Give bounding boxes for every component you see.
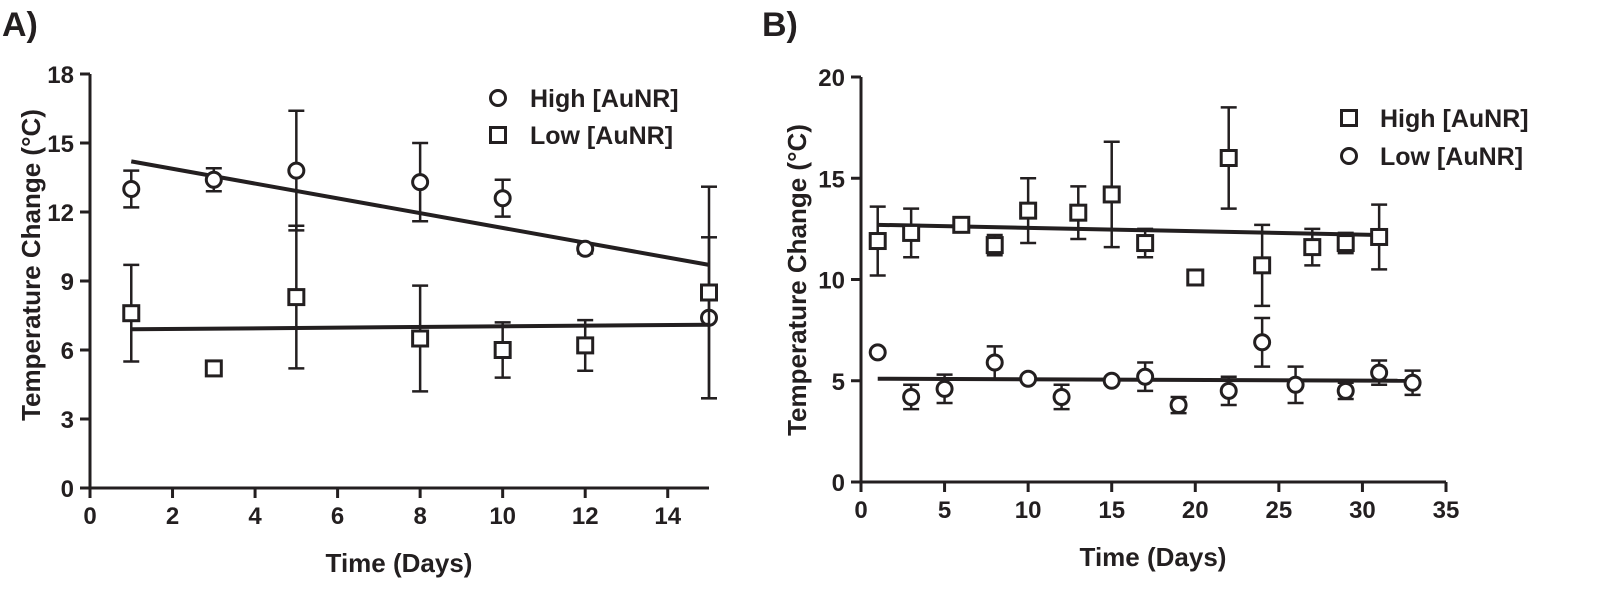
panel-a-legend-high: High [AuNR]: [530, 85, 679, 113]
panel-a-point-low: [493, 341, 512, 359]
panel-b-y-tick-label: 10: [818, 268, 845, 295]
panel-b-point-low: [1219, 381, 1238, 400]
panel-b-x-tick-label: 0: [854, 497, 867, 524]
panel-b-point-high: [952, 215, 971, 234]
panel-a-point-low: [700, 283, 718, 302]
panel-a-point-low: [287, 288, 306, 307]
panel-a-x-tick-label: 12: [572, 503, 599, 530]
panel-b-ticks: 0 5 10 15 20 25 30 35 0 5 10 15 20: [818, 65, 1459, 524]
panel-b-point-high: [1186, 268, 1205, 287]
panel-a-y-tick-label: 6: [61, 338, 74, 365]
panel-b-point-low: [985, 353, 1004, 372]
panel-b-legend-marker-low: [1340, 147, 1358, 165]
panel-b-point-high: [1253, 256, 1272, 275]
panel-a-point-high: [411, 173, 430, 192]
panel-a-point-low: [411, 329, 430, 348]
panel-a-y-tick-label: 15: [47, 131, 74, 158]
panel-b-y-tick-label: 0: [832, 470, 845, 497]
panel-a-y-tick-label: 0: [61, 476, 74, 503]
panel-a-point-low: [122, 304, 141, 323]
panel-b-legend: High [AuNR] Low [AuNR]: [1340, 105, 1529, 171]
panel-a-x-tick-label: 4: [248, 503, 262, 530]
panel-b-y-axis-title: Temperature Change (°C): [782, 124, 812, 436]
panel-a-y-tick-label: 12: [47, 200, 74, 227]
panel-b-point-high: [1069, 203, 1088, 222]
panel-b-point-high: [1102, 185, 1121, 204]
panel-b-point-high: [1136, 234, 1155, 253]
panel-b-point-high: [1303, 238, 1322, 257]
panel-b-x-tick-label: 35: [1433, 497, 1460, 524]
panel-a-x-axis-title: Time (Days): [326, 548, 473, 578]
panel-b: B) 0 5 10 15 20 25 30 35 0 5 10 15 20 Time (Days) Te…: [762, 6, 1529, 572]
panel-b-point-high: [1370, 227, 1389, 246]
panel-a-x-tick-label: 8: [413, 503, 426, 530]
panel-b-y-tick-label: 20: [818, 65, 845, 92]
panel-b-y-tick-label: 15: [818, 166, 845, 193]
panel-b-point-low: [1019, 369, 1038, 388]
panel-b-legend-low: Low [AuNR]: [1380, 143, 1523, 171]
panel-a-legend: High [AuNR] Low [AuNR]: [489, 85, 679, 150]
panel-b-legend-high: High [AuNR]: [1380, 105, 1529, 133]
panel-a: A) 0 2 4 6 8 10 12 14 0 3 6 9 12 15 18 Time (Days) Tem…: [2, 6, 718, 578]
panel-b-x-tick-label: 15: [1098, 497, 1125, 524]
panel-b-x-tick-label: 10: [1015, 497, 1042, 524]
panel-b-point-low: [868, 343, 887, 362]
panel-a-point-high: [493, 189, 512, 208]
panel-b-x-axis-title: Time (Days): [1080, 542, 1227, 572]
panel-a-y-axis-title: Temperature Change (°C): [16, 109, 46, 421]
panel-b-y-tick-label: 5: [832, 369, 845, 396]
panel-a-point-high: [204, 170, 223, 189]
panel-b-point-high: [902, 223, 921, 242]
panel-b-marks: [868, 106, 1422, 415]
panel-b-point-high: [868, 232, 887, 251]
panel-b-x-tick-label: 5: [938, 497, 951, 524]
panel-a-point-low: [576, 336, 595, 355]
panel-b-point-low: [1102, 371, 1121, 390]
panel-a-y-tick-label: 3: [61, 407, 74, 434]
panel-a-ticks: 0 2 4 6 8 10 12 14 0 3 6 9 12 15 18: [47, 62, 681, 530]
panel-a-point-high: [122, 180, 141, 198]
panel-a-x-tick-label: 0: [83, 503, 96, 530]
panel-a-point-low: [204, 359, 223, 378]
panel-a-label: A): [2, 6, 38, 44]
panel-a-legend-marker-low: [489, 126, 507, 144]
panel-b-point-low: [1136, 367, 1155, 386]
panel-b-point-low: [935, 379, 954, 398]
panel-a-x-tick-label: 14: [654, 503, 681, 530]
panel-b-point-high: [1336, 234, 1355, 253]
panel-a-x-tick-label: 2: [166, 503, 179, 530]
panel-b-x-tick-label: 30: [1349, 497, 1376, 524]
panel-a-y-tick-label: 9: [61, 269, 74, 296]
panel-b-x-tick-label: 25: [1266, 497, 1293, 524]
panel-b-point-low: [1336, 381, 1355, 400]
panel-b-label: B): [762, 6, 798, 44]
panel-b-point-low: [902, 387, 921, 406]
panel-b-point-high: [985, 236, 1004, 255]
panel-b-point-low: [1403, 373, 1422, 392]
panel-b-point-low: [1169, 396, 1188, 415]
panel-a-marks: [122, 109, 718, 400]
panel-b-x-tick-label: 20: [1182, 497, 1209, 524]
panel-b-point-high: [1019, 201, 1038, 220]
panel-a-legend-low: Low [AuNR]: [530, 122, 673, 150]
panel-a-x-tick-label: 10: [489, 503, 516, 530]
panel-b-legend-marker-high: [1340, 109, 1358, 127]
panel-a-y-tick-label: 18: [47, 62, 74, 89]
panel-a-legend-marker-high: [489, 89, 507, 107]
panel-b-point-low: [1370, 363, 1389, 382]
panel-a-point-high: [576, 239, 595, 258]
panel-b-point-low: [1286, 375, 1305, 394]
panel-a-point-high: [287, 161, 306, 180]
panel-b-point-low: [1052, 387, 1071, 406]
panel-a-x-tick-label: 6: [331, 503, 344, 530]
panel-b-point-low: [1253, 333, 1272, 352]
panel-b-point-high: [1219, 149, 1238, 167]
